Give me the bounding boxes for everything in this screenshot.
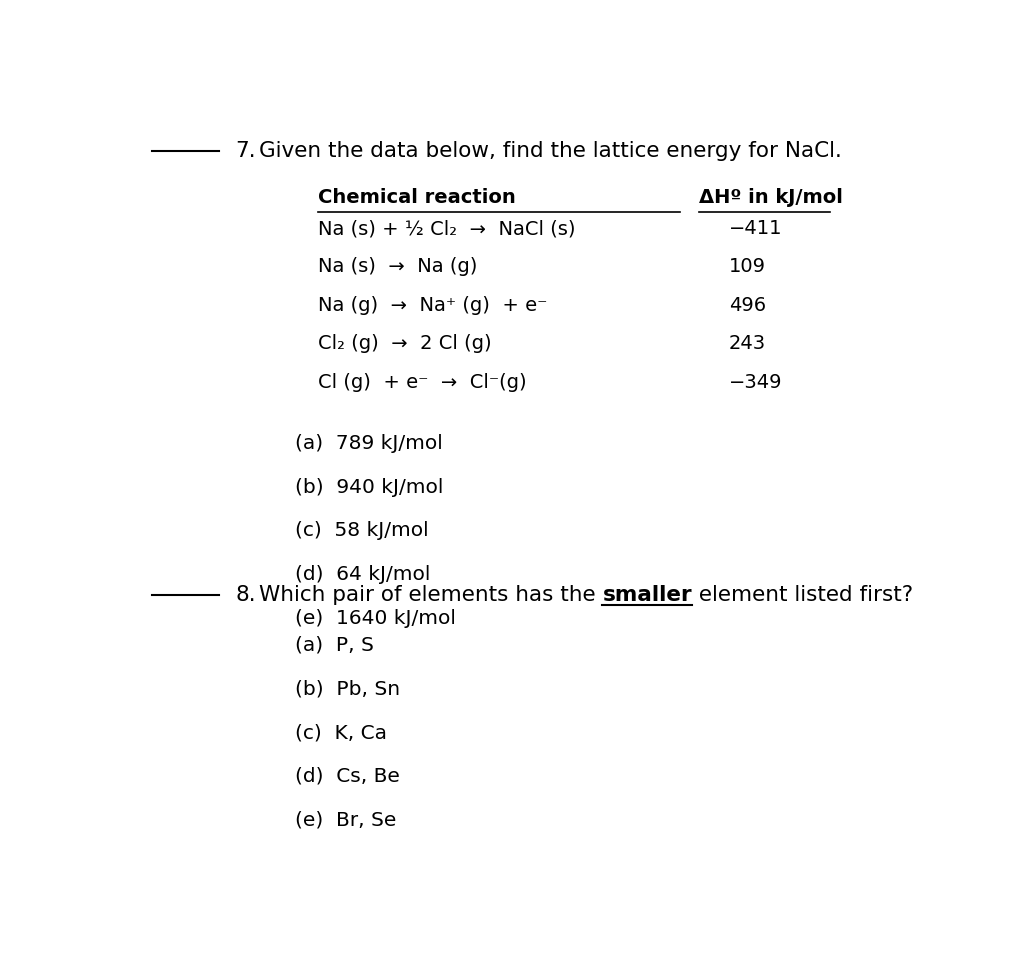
Text: element listed first?: element listed first? xyxy=(692,585,913,605)
Text: −349: −349 xyxy=(729,372,782,392)
Text: Cl₂ (g)  →  2 Cl (g): Cl₂ (g) → 2 Cl (g) xyxy=(318,334,493,353)
Text: 109: 109 xyxy=(729,258,766,276)
Text: (a)  P, S: (a) P, S xyxy=(295,636,374,655)
Text: 243: 243 xyxy=(729,334,766,353)
Text: Which pair of elements has the: Which pair of elements has the xyxy=(259,585,602,605)
Text: Na (s) + ½ Cl₂  →  NaCl (s): Na (s) + ½ Cl₂ → NaCl (s) xyxy=(318,219,575,238)
Text: Chemical reaction: Chemical reaction xyxy=(318,189,516,207)
Text: 8.: 8. xyxy=(236,585,256,605)
Text: 7.: 7. xyxy=(236,141,256,161)
Text: −411: −411 xyxy=(729,219,782,238)
Text: ΔHº in kJ/mol: ΔHº in kJ/mol xyxy=(699,189,844,207)
Text: (e)  Br, Se: (e) Br, Se xyxy=(295,810,396,829)
Text: smaller: smaller xyxy=(602,585,692,605)
Text: Cl (g)  + e⁻  →  Cl⁻(g): Cl (g) + e⁻ → Cl⁻(g) xyxy=(318,372,527,392)
Text: Given the data below, find the lattice energy for NaCl.: Given the data below, find the lattice e… xyxy=(259,141,842,161)
Text: (b)  Pb, Sn: (b) Pb, Sn xyxy=(295,679,399,699)
Text: (b)  940 kJ/mol: (b) 940 kJ/mol xyxy=(295,478,443,497)
Text: (e)  1640 kJ/mol: (e) 1640 kJ/mol xyxy=(295,609,456,628)
Text: (a)  789 kJ/mol: (a) 789 kJ/mol xyxy=(295,434,442,453)
Text: (d)  Cs, Be: (d) Cs, Be xyxy=(295,767,399,786)
Text: Na (s)  →  Na (g): Na (s) → Na (g) xyxy=(318,258,478,276)
Text: (c)  K, Ca: (c) K, Ca xyxy=(295,723,387,743)
Text: 496: 496 xyxy=(729,296,766,315)
Text: (d)  64 kJ/mol: (d) 64 kJ/mol xyxy=(295,565,430,584)
Text: (c)  58 kJ/mol: (c) 58 kJ/mol xyxy=(295,522,428,540)
Text: Na (g)  →  Na⁺ (g)  + e⁻: Na (g) → Na⁺ (g) + e⁻ xyxy=(318,296,548,315)
